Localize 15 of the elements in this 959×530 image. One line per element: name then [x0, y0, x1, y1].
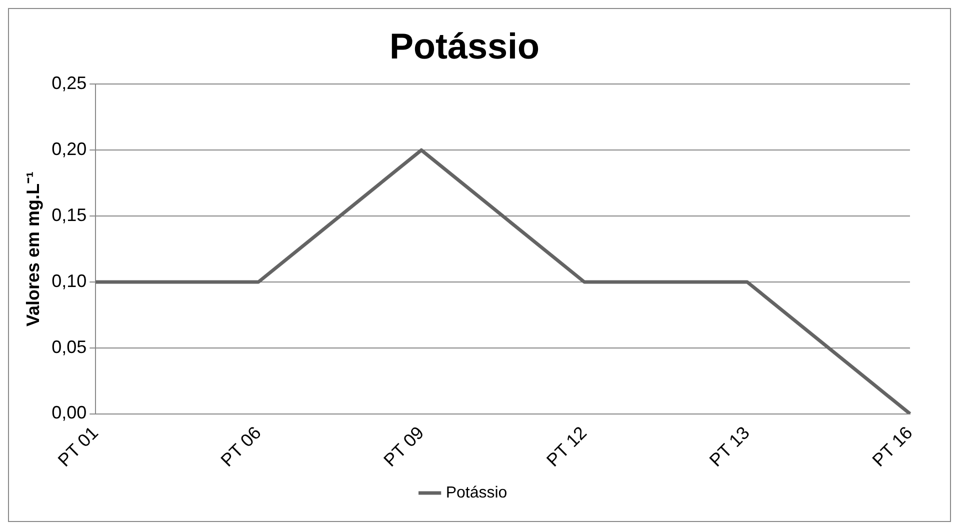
- x-tick-label: PT 13: [706, 422, 754, 470]
- chart-title: Potássio: [389, 26, 540, 67]
- x-tick-label: PT 12: [542, 422, 591, 470]
- y-tick-label: 0,25: [52, 73, 87, 94]
- y-axis-title: Valores em mg.L⁻¹: [22, 171, 43, 327]
- x-tick-label: PT 09: [380, 422, 428, 470]
- x-tick-label: PT 06: [216, 422, 265, 470]
- legend-label: Potássio: [446, 484, 508, 502]
- y-tick-label: 0,10: [52, 270, 87, 291]
- y-tick-label: 0,05: [52, 336, 87, 357]
- y-tick-label: 0,20: [52, 139, 87, 160]
- y-tick-label: 0,00: [52, 402, 87, 423]
- x-tick-label: PT 16: [868, 422, 916, 470]
- y-tick-label: 0,15: [52, 204, 87, 225]
- x-tick-label: PT 01: [54, 422, 102, 470]
